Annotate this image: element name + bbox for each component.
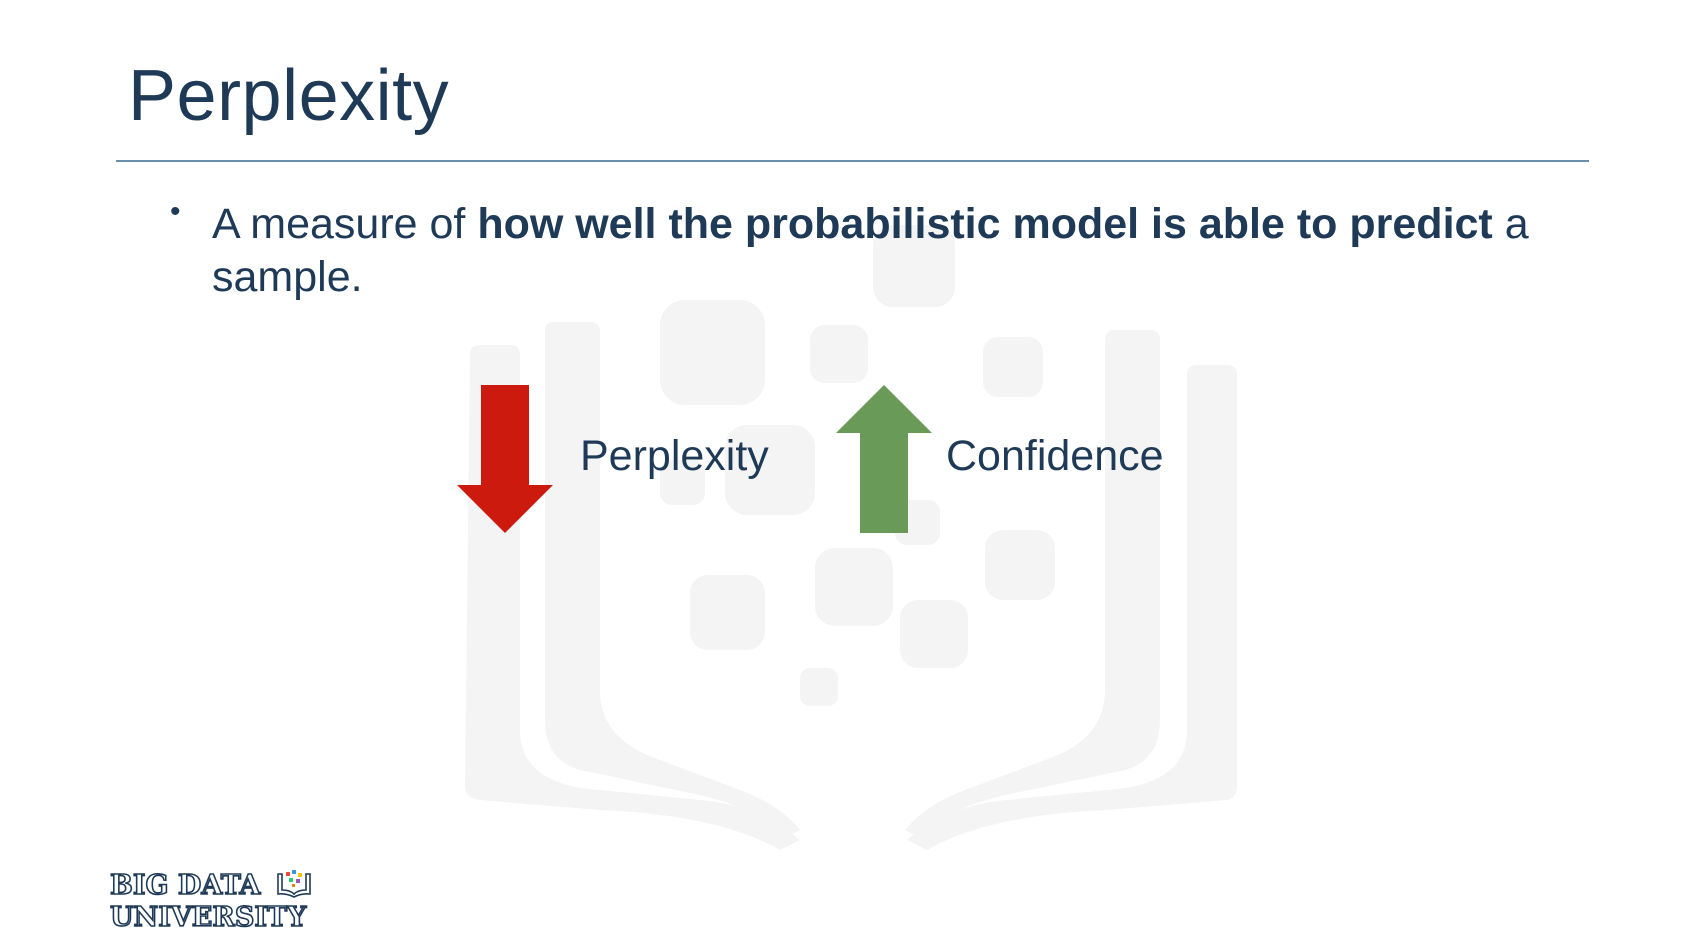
up-arrow-icon (836, 385, 932, 533)
confidence-label: Confidence (946, 432, 1164, 480)
slide-title: Perplexity (128, 56, 450, 136)
big-data-university-logo: BIG DATA UNIVERSITY (109, 866, 330, 941)
logo-line1: BIG DATA (110, 870, 261, 901)
title-divider (116, 160, 1589, 162)
bullet-text-before: A measure of (212, 200, 478, 248)
bullet-text-after: a sample. (212, 200, 1529, 301)
bullet-text-bold: how well the probabilistic model is able… (477, 200, 1493, 248)
down-arrow-icon (457, 385, 553, 533)
logo-mark: BIG DATA UNIVERSITY (109, 869, 311, 934)
book-icon (277, 870, 311, 898)
perplexity-label: Perplexity (580, 432, 769, 480)
bullet-marker: • (170, 195, 181, 228)
bullet-text: A measure of how well the probabilistic … (212, 198, 1592, 304)
logo-line2: UNIVERSITY (110, 902, 307, 933)
